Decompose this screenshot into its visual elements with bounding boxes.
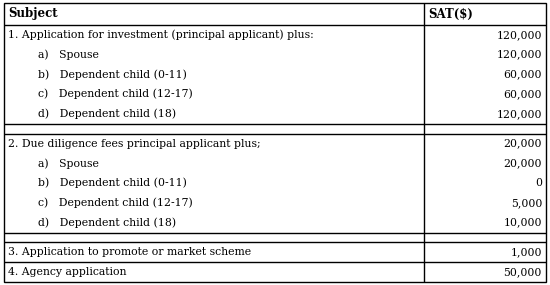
Text: 4. Agency application: 4. Agency application [8,267,127,277]
Text: 120,000: 120,000 [497,30,542,40]
Text: d)   Dependent child (18): d) Dependent child (18) [38,109,176,119]
Text: 1,000: 1,000 [510,247,542,257]
Text: 60,000: 60,000 [503,89,542,99]
Text: 60,000: 60,000 [503,70,542,80]
Text: 1. Application for investment (principal applicant) plus:: 1. Application for investment (principal… [8,30,313,40]
Text: 3. Application to promote or market scheme: 3. Application to promote or market sche… [8,247,251,257]
Text: 120,000: 120,000 [497,50,542,60]
Text: 5,000: 5,000 [510,198,542,208]
Text: b)   Dependent child (0-11): b) Dependent child (0-11) [38,69,187,80]
Text: 50,000: 50,000 [504,267,542,277]
Text: b)   Dependent child (0-11): b) Dependent child (0-11) [38,178,187,188]
Text: c)   Dependent child (12-17): c) Dependent child (12-17) [38,89,192,99]
Text: 120,000: 120,000 [497,109,542,119]
Text: a)   Spouse: a) Spouse [38,49,99,60]
Text: SAT($): SAT($) [428,7,473,21]
Text: d)   Dependent child (18): d) Dependent child (18) [38,217,176,228]
Text: a)   Spouse: a) Spouse [38,158,99,169]
Text: 2. Due diligence fees principal applicant plus;: 2. Due diligence fees principal applican… [8,139,261,148]
Text: 20,000: 20,000 [503,139,542,148]
Text: 20,000: 20,000 [503,158,542,168]
Text: 10,000: 10,000 [503,218,542,228]
Text: 0: 0 [535,178,542,188]
Text: c)   Dependent child (12-17): c) Dependent child (12-17) [38,198,192,208]
Text: Subject: Subject [8,7,58,21]
